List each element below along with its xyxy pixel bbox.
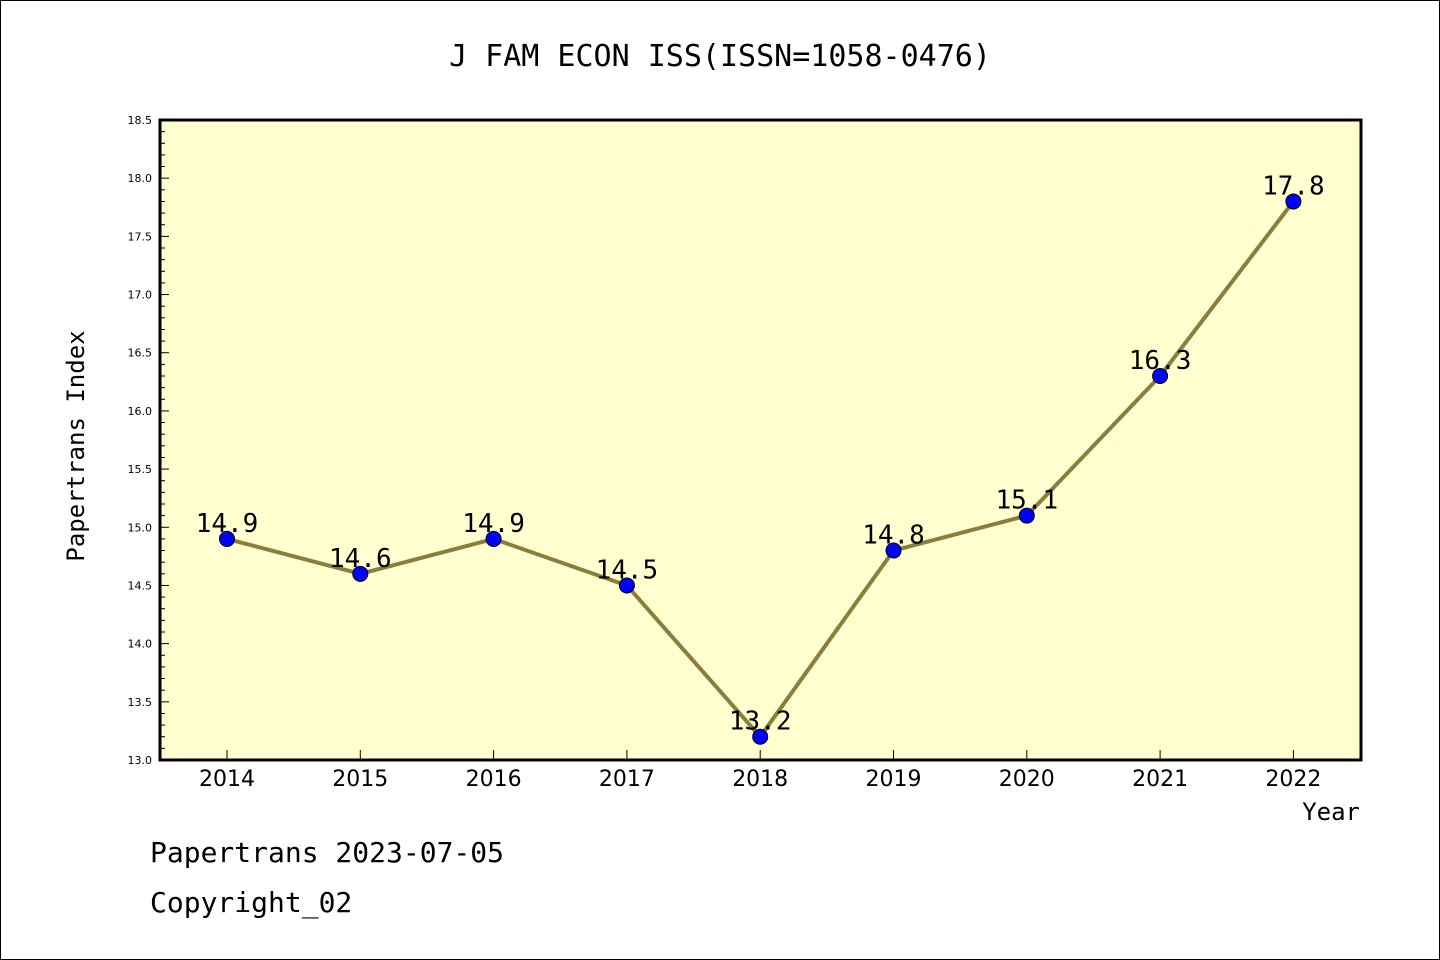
y-tick-label: 18.0 — [128, 172, 153, 185]
x-axis-label: Year — [1302, 798, 1360, 826]
data-point — [1018, 507, 1035, 524]
data-label: 14.5 — [596, 555, 659, 585]
y-axis: 13.0 13.5 14.0 14.5 15.0 15.5 16.0 16.5 17.0 17.5… — [128, 114, 169, 767]
data-label-group: 14.9 14.6 14.9 14.5 13.2 14.8 15.1 16.3 17.8 — [196, 171, 1325, 736]
y-tick-label: 14.0 — [128, 638, 153, 651]
data-point — [618, 577, 635, 594]
y-tick-label: 17.0 — [128, 289, 153, 302]
y-tick-label: 13.5 — [128, 696, 153, 709]
y-tick-label: 14.5 — [128, 579, 153, 592]
data-label: 15.1 — [995, 486, 1058, 516]
y-tick-label: 18.5 — [128, 114, 153, 127]
y-tick-label: 17.5 — [128, 230, 153, 243]
x-tick-label: 2015 — [332, 767, 388, 792]
data-label: 14.8 — [862, 521, 925, 551]
data-label: 13.2 — [729, 707, 792, 737]
data-point — [1152, 368, 1169, 384]
marker-group — [219, 193, 1302, 745]
x-tick-label: 2018 — [732, 767, 788, 792]
data-point — [885, 542, 902, 559]
y-tick-label: 16.0 — [128, 405, 153, 418]
x-tick-label: 2017 — [599, 767, 655, 792]
data-label: 17.8 — [1262, 171, 1325, 201]
plot-area — [158, 118, 1363, 762]
data-point — [485, 530, 502, 547]
data-label: 14.9 — [462, 509, 525, 539]
chart-title: J FAM ECON ISS(ISSN=1058-0476) — [449, 39, 991, 74]
x-tick-label: 2021 — [1132, 767, 1188, 792]
footer-copyright: Copyright_02 — [150, 886, 353, 919]
y-tick-label: 16.5 — [128, 347, 153, 360]
x-tick-label: 2019 — [866, 767, 922, 792]
y-axis-label: Papertrans Index — [62, 330, 90, 561]
x-tick-label: 2016 — [466, 767, 522, 792]
data-label: 14.6 — [329, 544, 392, 574]
x-tick-label: 2020 — [999, 767, 1055, 792]
x-tick-label: 2022 — [1265, 767, 1321, 792]
data-point — [352, 565, 369, 582]
data-label: 16.3 — [1129, 346, 1192, 376]
data-point — [752, 728, 769, 745]
footer-date: Papertrans 2023-07-05 — [150, 836, 505, 869]
y-tick-label: 15.5 — [128, 463, 153, 476]
data-point — [1285, 193, 1302, 210]
data-label: 14.9 — [196, 509, 259, 539]
x-axis: 2014 2015 2016 2017 2018 2019 2020 2021 2022 — [199, 750, 1321, 792]
y-tick-label: 13.0 — [128, 754, 153, 767]
x-tick-label: 2014 — [199, 767, 255, 792]
data-point — [219, 530, 235, 547]
y-tick-label: 15.0 — [128, 521, 153, 534]
